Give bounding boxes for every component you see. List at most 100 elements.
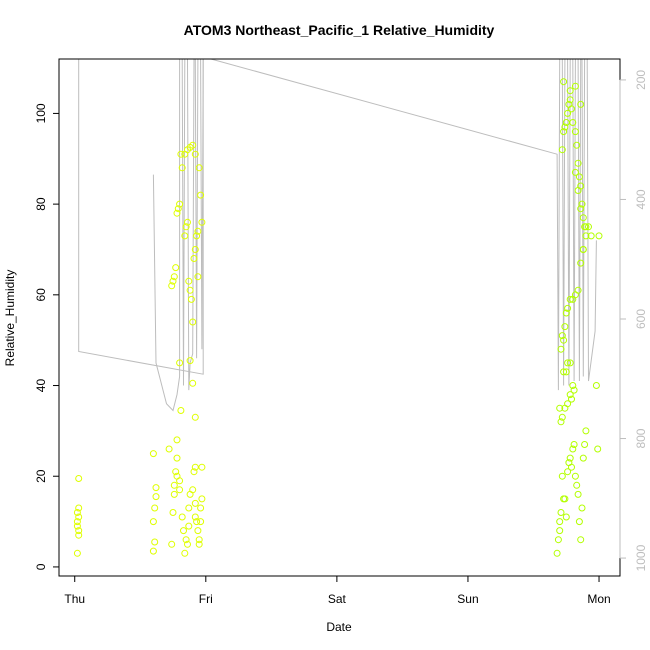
data-point: [581, 223, 589, 231]
data-point: [172, 468, 180, 476]
data-point: [557, 418, 565, 426]
right-axis: 200 400 600 800 1000: [619, 70, 648, 571]
data-point: [585, 223, 592, 231]
data-point: [587, 232, 595, 240]
profile-line: [586, 58, 597, 382]
data-point: [566, 295, 574, 303]
data-point: [195, 164, 203, 172]
data-point: [193, 232, 201, 240]
data-point: [149, 518, 157, 526]
profile-line: [181, 58, 186, 386]
y-tick-label: 40: [34, 379, 48, 393]
data-point: [169, 509, 177, 516]
data-point: [568, 395, 575, 403]
data-point: [152, 493, 160, 501]
data-point: [170, 490, 178, 498]
data-point: [575, 518, 583, 526]
data-point: [191, 463, 199, 471]
x-tick-label: Mon: [587, 592, 610, 606]
x-axis-label: Date: [326, 620, 352, 634]
data-point: [573, 481, 581, 489]
data-point: [194, 527, 202, 535]
data-point: [190, 468, 198, 476]
y-tick-label: 60: [34, 288, 48, 302]
data-point: [569, 445, 577, 453]
data-point: [73, 518, 81, 526]
data-point: [553, 549, 561, 557]
data-point: [186, 357, 194, 365]
data-point: [191, 150, 199, 158]
data-point: [75, 527, 83, 535]
profile-line: [194, 58, 199, 359]
data-point: [191, 246, 199, 253]
data-point: [592, 382, 600, 389]
x-tick-label: Sun: [457, 592, 478, 606]
data-point: [577, 259, 585, 267]
data-point: [195, 536, 203, 544]
data-point: [569, 119, 577, 126]
data-point: [170, 481, 178, 489]
data-point: [561, 495, 569, 503]
profile-line: [581, 58, 586, 377]
data-point: [578, 504, 586, 512]
data-point: [564, 304, 572, 312]
data-point: [562, 368, 570, 376]
data-point: [180, 527, 187, 535]
data-point: [577, 536, 585, 544]
data-point: [181, 232, 189, 240]
data-point: [578, 200, 586, 208]
data-point: [560, 336, 568, 344]
data-point: [568, 463, 575, 471]
profile-line: [572, 58, 576, 382]
data-point: [556, 518, 564, 526]
data-points: [73, 78, 603, 557]
data-point: [73, 549, 81, 557]
data-point: [574, 159, 582, 167]
x-axis: Thu Fri Sat Sun Mon: [64, 575, 611, 606]
data-point: [579, 454, 587, 462]
data-point: [554, 536, 562, 544]
data-point: [177, 407, 185, 414]
right-tick-label: 400: [634, 189, 648, 209]
data-point: [198, 218, 206, 226]
y-tick-label: 0: [34, 563, 48, 570]
data-point: [566, 359, 574, 367]
x-tick-label: Fri: [199, 592, 213, 606]
data-point: [178, 513, 186, 521]
data-point: [569, 382, 577, 389]
data-point: [577, 205, 585, 213]
data-point: [558, 413, 566, 421]
data-point: [165, 445, 173, 453]
data-point: [149, 450, 157, 458]
data-point: [189, 318, 197, 326]
data-point: [177, 150, 185, 158]
data-point: [562, 513, 570, 521]
profile-line: [152, 59, 181, 412]
data-point: [564, 468, 572, 476]
data-point: [191, 413, 199, 421]
data-point: [579, 214, 587, 222]
data-point: [571, 82, 579, 90]
y-tick-label: 80: [34, 197, 48, 211]
y-tick-label: 100: [34, 103, 48, 123]
data-point: [574, 286, 582, 294]
data-point: [184, 540, 191, 548]
data-point: [75, 531, 83, 539]
data-point: [557, 345, 565, 353]
data-point: [182, 223, 190, 231]
data-point: [581, 441, 589, 448]
data-point: [570, 386, 578, 394]
data-point: [579, 246, 587, 253]
right-tick-label: 600: [634, 309, 648, 329]
data-point: [575, 173, 583, 181]
data-point: [198, 463, 206, 471]
data-point: [198, 495, 206, 503]
data-point: [574, 490, 582, 498]
data-point: [561, 323, 569, 331]
data-point: [191, 513, 199, 521]
data-point: [194, 273, 202, 281]
data-point: [176, 359, 184, 367]
profile-line: [78, 59, 204, 375]
data-point: [149, 547, 157, 555]
